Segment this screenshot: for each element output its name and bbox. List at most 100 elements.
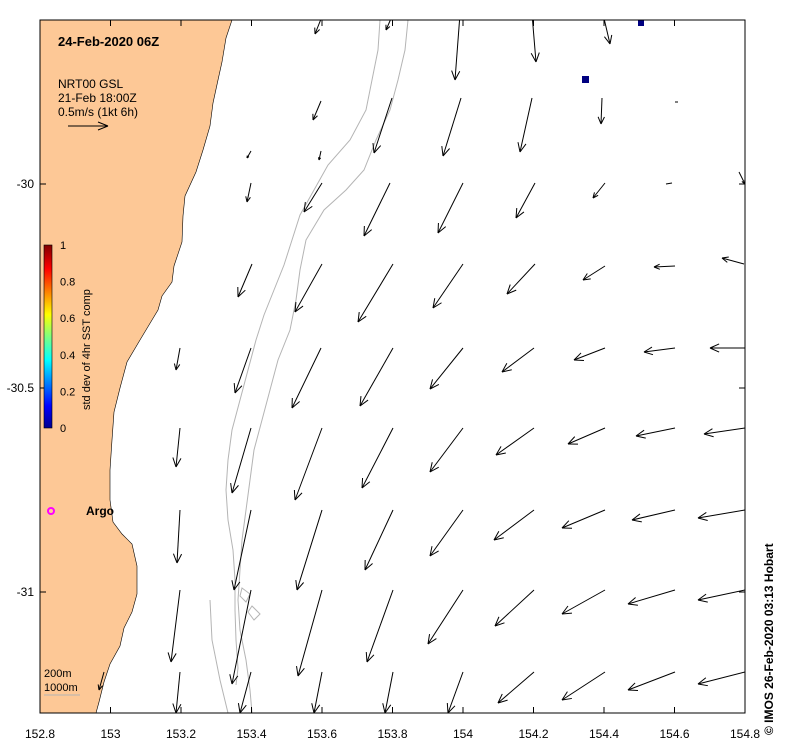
current-arrow: [665, 182, 673, 185]
current-arrow: [441, 97, 462, 157]
current-arrow: [237, 263, 253, 298]
current-arrow: [237, 671, 252, 713]
land-mass: [40, 20, 233, 713]
depth-legend-200m: 200m: [44, 668, 72, 680]
current-arrow: [432, 263, 464, 309]
credit-text: © IMOS 26-Feb-2020 03:13 Hobart: [762, 543, 776, 735]
current-arrow: [592, 182, 606, 199]
current-arrow: [311, 671, 323, 713]
current-arrow: [363, 182, 391, 237]
current-arrow: [603, 20, 613, 45]
current-arrow: [561, 671, 606, 701]
current-arrow: [493, 509, 535, 541]
current-arrow: [494, 589, 535, 627]
current-arrow: [697, 671, 745, 687]
colorbar-tick-label: 0: [60, 423, 66, 435]
current-arrow: [173, 347, 181, 371]
current-arrow: [427, 589, 464, 645]
lat-tick-label: -30: [17, 177, 35, 191]
colorbar-tick-label: 1: [60, 240, 66, 252]
current-arrow: [231, 509, 252, 591]
lon-tick-label: 153.6: [307, 727, 337, 741]
current-arrow: [597, 97, 605, 125]
lon-tick-label: 152.8: [25, 727, 55, 741]
current-arrow: [365, 589, 394, 663]
current-arrow: [246, 150, 252, 159]
current-arrow: [233, 347, 252, 394]
current-arrow: [446, 671, 464, 713]
product-date: 21-Feb 18:00Z: [58, 91, 137, 105]
current-arrow: [172, 509, 183, 564]
current-arrow: [312, 100, 322, 121]
current-arrow: [631, 509, 676, 523]
current-vectors: [97, 20, 745, 713]
map-title: 24-Feb-2020 06Z: [58, 34, 159, 49]
current-arrow: [709, 343, 745, 353]
lon-tick-label: 154.4: [589, 727, 619, 741]
current-arrow: [703, 427, 745, 438]
current-arrow: [506, 263, 536, 295]
current-arrow: [167, 589, 181, 663]
current-arrow: [295, 509, 323, 591]
product-name: NRT00 GSL: [58, 77, 123, 91]
current-arrow: [627, 589, 676, 606]
current-arrow: [561, 589, 606, 615]
colorbar-tick-label: 0.8: [60, 277, 75, 289]
depth-legend-1000m: 1000m: [44, 682, 78, 694]
current-arrow: [683, 20, 686, 21]
current-arrow: [293, 427, 323, 501]
current-arrow: [172, 427, 182, 468]
colorbar: [43, 244, 53, 429]
lon-tick-label: 153: [100, 727, 120, 741]
current-arrow: [372, 97, 393, 154]
current-arrow: [515, 182, 536, 219]
current-arrow: [230, 427, 252, 494]
lon-tick-label: 154.8: [730, 727, 760, 741]
current-arrow: [697, 509, 745, 521]
current-arrow: [317, 150, 322, 161]
current-arrow: [303, 182, 323, 213]
lon-tick-label: 153.8: [377, 727, 407, 741]
contour-200m: [225, 20, 381, 686]
current-arrow: [495, 427, 535, 456]
lon-tick-label: 153.4: [236, 727, 266, 741]
current-arrow: [364, 509, 394, 571]
lat-tick-label: -31: [17, 585, 35, 599]
current-arrow: [437, 182, 464, 234]
current-arrow: [296, 589, 323, 677]
current-arrow: [291, 347, 322, 409]
current-arrow: [229, 589, 252, 685]
current-arrow: [429, 427, 464, 473]
current-arrow: [359, 347, 394, 407]
argo-label: Argo: [86, 504, 114, 518]
current-arrow: [627, 671, 676, 692]
current-arrow: [582, 265, 606, 281]
current-arrow: [501, 347, 535, 373]
lat-tick-label: -30.5: [7, 381, 35, 395]
current-arrow: [357, 263, 394, 323]
lon-tick-label: 153.2: [166, 727, 196, 741]
colorbar-label: std dev of 4hr SST comp: [81, 289, 93, 410]
current-arrow: [635, 427, 676, 439]
current-arrow: [294, 263, 323, 313]
lon-tick-label: 154: [453, 727, 473, 741]
current-arrow: [385, 20, 391, 31]
current-arrow: [382, 671, 394, 713]
scale-arrow-icon: [68, 121, 109, 131]
current-arrow: [561, 509, 606, 529]
current-arrow: [517, 97, 533, 153]
current-arrow: [567, 427, 606, 445]
argo-float-marker: [47, 507, 55, 515]
sst-pixel: [582, 76, 589, 83]
arrow-scale-label: 0.5m/s (1kt 6h): [58, 105, 138, 119]
colorbar-tick-label: 0.6: [60, 313, 75, 325]
current-arrow: [172, 671, 182, 713]
current-arrow: [429, 347, 464, 390]
colorbar-ticks: 1 0.8 0.6 0.4 0.2 0: [60, 240, 75, 435]
current-arrow: [245, 182, 252, 203]
current-arrow: [573, 347, 606, 362]
current-arrow: [697, 589, 745, 603]
lon-tick-label: 154.2: [518, 727, 548, 741]
contour-1000m: [237, 20, 409, 713]
